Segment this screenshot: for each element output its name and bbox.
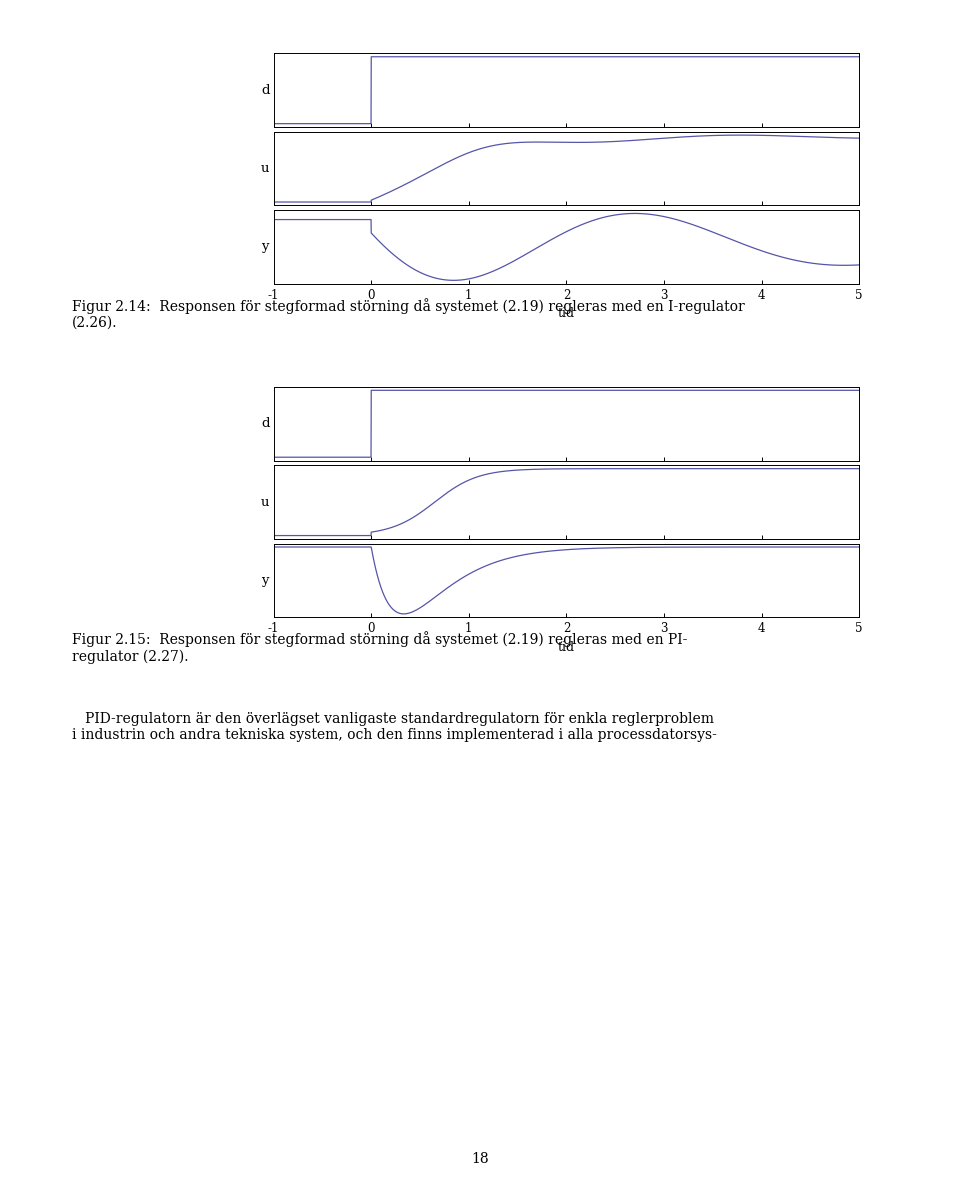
Y-axis label: u: u <box>261 163 270 174</box>
Text: Figur 2.15:  Responsen för stegformad störning då systemet (2.19) regleras med e: Figur 2.15: Responsen för stegformad stö… <box>72 631 687 664</box>
Y-axis label: u: u <box>261 496 270 508</box>
Text: 18: 18 <box>471 1151 489 1166</box>
Text: PID-regulatorn är den överlägset vanligaste standardregulatorn för enkla reglerp: PID-regulatorn är den överlägset vanliga… <box>72 712 717 742</box>
Y-axis label: d: d <box>261 418 270 430</box>
X-axis label: tid: tid <box>558 641 575 654</box>
Y-axis label: d: d <box>261 84 270 96</box>
Text: Figur 2.14:  Responsen för stegformad störning då systemet (2.19) regleras med e: Figur 2.14: Responsen för stegformad stö… <box>72 298 745 330</box>
X-axis label: tid: tid <box>558 307 575 320</box>
Y-axis label: y: y <box>261 575 269 586</box>
Y-axis label: y: y <box>261 241 269 253</box>
